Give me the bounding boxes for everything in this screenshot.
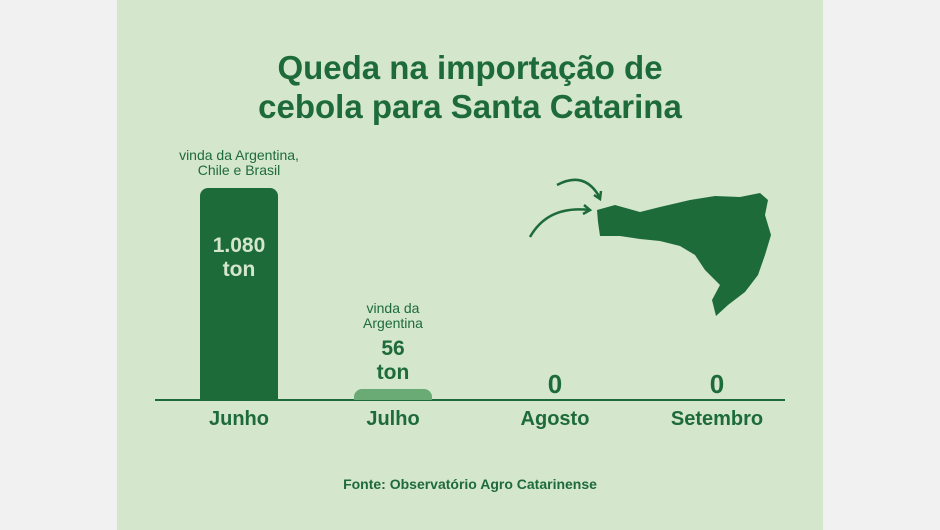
baseline (155, 399, 785, 401)
arrow-head (593, 190, 603, 202)
label-group: 0 (617, 369, 817, 399)
state-map (597, 193, 771, 316)
arrow (556, 178, 602, 199)
arrow-head (582, 204, 593, 216)
x-tick-label: Julho (366, 408, 420, 430)
label-group: vinda da Argentina, Chile e Brasil (139, 148, 339, 184)
bar (354, 389, 432, 400)
bar (200, 188, 278, 400)
x-tick-label: Agosto (520, 408, 590, 430)
label-group: 0 (455, 369, 655, 399)
value-label: 1.080 ton (212, 234, 266, 281)
label-group: vinda da Argentina 56 ton (293, 301, 493, 385)
annotation: vinda da Argentina, Chile e Brasil (179, 147, 299, 178)
annotation: vinda da Argentina (363, 300, 423, 332)
chart-title: Queda na importação de cebola para Santa… (258, 49, 682, 125)
arrow (528, 208, 591, 238)
source: Fonte: Observatório Agro Catarinense (343, 476, 597, 492)
x-tick-label: Junho (209, 408, 269, 430)
x-tick-label: Setembro (670, 408, 764, 430)
value-label: 0 (709, 369, 725, 399)
value-label: 56 ton (376, 337, 410, 385)
value-label: 0 (547, 369, 563, 399)
